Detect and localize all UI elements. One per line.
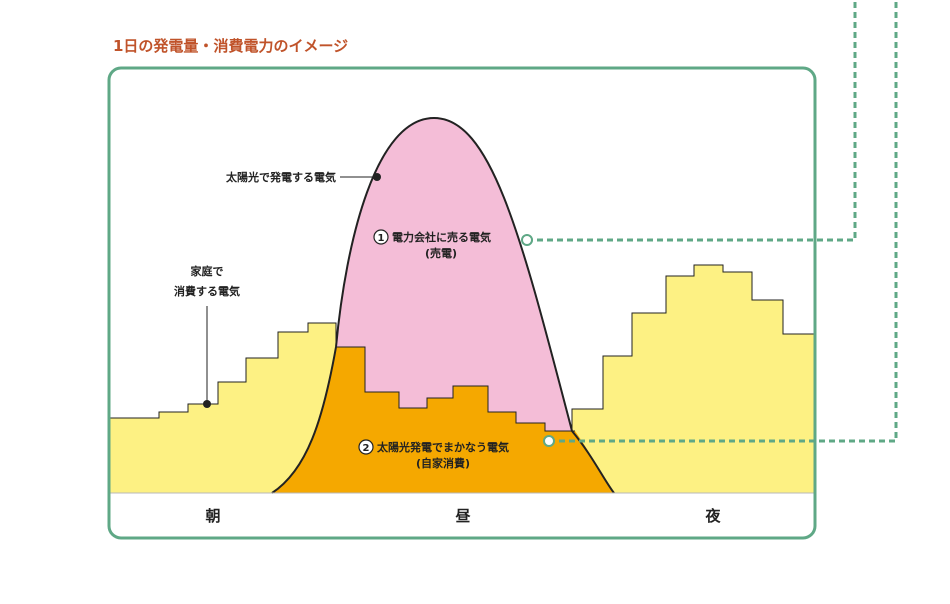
diagram-title: 1日の発電量・消費電力のイメージ xyxy=(113,37,348,55)
household-leader-dot xyxy=(203,400,211,408)
time-night: 夜 xyxy=(704,507,721,525)
sell-connector-dot xyxy=(521,234,533,246)
self-number: 2 xyxy=(363,443,370,454)
consumption-outline-right xyxy=(571,264,815,431)
consumption-outline-left xyxy=(109,322,575,432)
self-number-circle xyxy=(358,439,374,455)
self-sub-label: (自家消費) xyxy=(416,456,470,470)
solar-leader-dot xyxy=(373,173,381,181)
sell-sub-label: (売電) xyxy=(425,246,457,260)
self-label: 太陽光発電でまかなう電気 xyxy=(376,440,509,454)
time-morning: 朝 xyxy=(205,507,220,525)
consumption-area xyxy=(109,265,815,493)
household-label-line1: 家庭で xyxy=(191,264,224,278)
household-label-line2: 消費する電気 xyxy=(174,284,240,298)
sell-number: 1 xyxy=(378,233,385,244)
solar-generation-label: 太陽光で発電する電気 xyxy=(225,170,336,184)
sell-number-circle xyxy=(373,229,389,245)
self-connector-dot xyxy=(543,435,555,447)
time-noon: 昼 xyxy=(455,507,470,525)
sell-label: 電力会社に売る電気 xyxy=(392,230,491,244)
frame-border xyxy=(107,66,817,540)
self-connector-line xyxy=(549,0,898,443)
self-consumption-area xyxy=(272,347,614,493)
